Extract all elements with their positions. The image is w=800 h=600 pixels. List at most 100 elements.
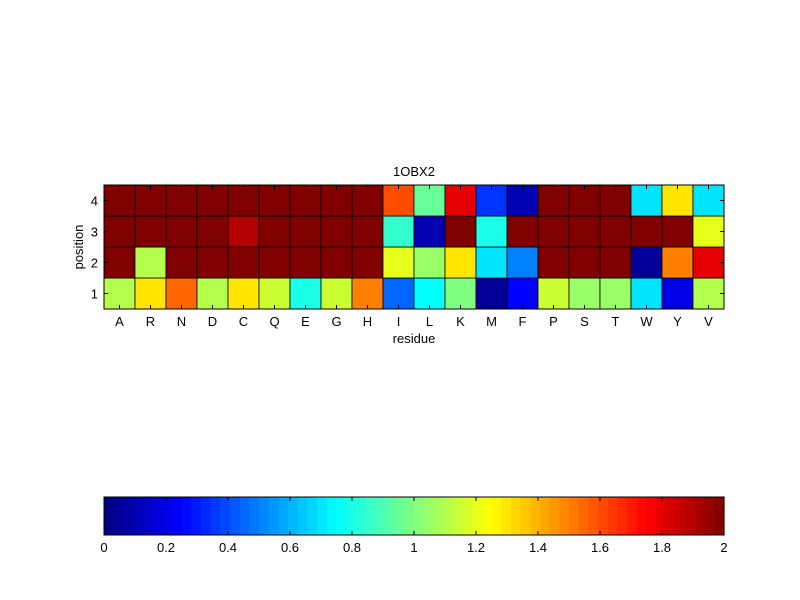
heatmap-cell (413, 277, 446, 310)
x-tick-label: E (301, 314, 310, 329)
heatmap-cell (475, 215, 508, 248)
colorbar-step (685, 497, 696, 535)
colorbar-step (452, 497, 464, 535)
x-tick-label: S (580, 314, 589, 329)
colorbar-step (433, 497, 444, 535)
colorbar-step (288, 497, 299, 535)
heatmap-cell (537, 215, 570, 248)
colorbar-step (462, 497, 473, 535)
heatmap-cell (196, 215, 229, 248)
heatmap-cell (599, 184, 632, 217)
heatmap-cell (444, 277, 477, 310)
colorbar-step (559, 497, 570, 535)
heatmap-cell (258, 184, 291, 217)
colorbar-step (365, 497, 376, 535)
heatmap-cell (568, 277, 601, 310)
colorbar-step (171, 497, 183, 535)
x-tick-label: R (146, 314, 155, 329)
colorbar-step (268, 497, 279, 535)
heatmap-cell (568, 184, 601, 217)
colorbar-step (472, 497, 483, 535)
x-tick-label: Q (269, 314, 279, 329)
heatmap-cell (196, 246, 229, 279)
x-tick-label: D (208, 314, 217, 329)
heatmap-cell (165, 246, 198, 279)
heatmap-cell (661, 184, 694, 217)
heatmap-cell (692, 246, 725, 279)
heatmap-cell (599, 277, 632, 310)
colorbar-step (569, 497, 580, 535)
heatmap-cell (382, 277, 415, 310)
colorbar-tick-label: 1.6 (591, 540, 609, 555)
colorbar-step (220, 497, 231, 535)
x-tick-label: H (363, 314, 372, 329)
x-tick-label: V (704, 314, 713, 329)
colorbar-step (336, 497, 347, 535)
heatmap-cell (289, 277, 322, 310)
heatmap-cell (165, 184, 198, 217)
colorbar-step (414, 497, 425, 535)
colorbar-tick-label: 0.6 (281, 540, 299, 555)
heatmap-cell (537, 246, 570, 279)
heatmap-cell (165, 215, 198, 248)
heatmap-cell (382, 215, 415, 248)
colorbar-step (249, 497, 260, 535)
colorbar-step (588, 497, 599, 535)
colorbar-ticks: 0 0.2 0.4 0.6 0.8 1 1.2 1.4 1.6 1.8 2 (100, 497, 728, 555)
colorbar-step (229, 497, 241, 535)
colorbar-tick-label: 0 (100, 540, 107, 555)
colorbar-step (704, 497, 715, 535)
colorbar-step (520, 497, 531, 535)
colorbar-step (675, 497, 686, 535)
heatmap-cell (227, 215, 260, 248)
x-tick-label: P (549, 314, 558, 329)
colorbar-tick-label: 0.2 (157, 540, 175, 555)
colorbar (104, 497, 725, 535)
heatmap-cell (134, 277, 167, 310)
colorbar-step (346, 497, 357, 535)
heatmap-cell (444, 246, 477, 279)
heatmap-cell (382, 184, 415, 217)
heatmap-cell (692, 215, 725, 248)
heatmap-cell (475, 277, 508, 310)
colorbar-step (539, 497, 551, 535)
heatmap-cell (103, 277, 136, 310)
y-tick-label: 2 (91, 256, 98, 271)
colorbar-step (694, 497, 706, 535)
colorbar-step (404, 497, 415, 535)
colorbar-step (656, 497, 667, 535)
colorbar-step (549, 497, 560, 535)
x-tick-label: M (486, 314, 497, 329)
colorbar-step (200, 497, 212, 535)
colorbar-step (162, 497, 173, 535)
heatmap-cell (103, 184, 136, 217)
x-tick-label: T (612, 314, 620, 329)
heatmap-cell (320, 246, 353, 279)
heatmap-cell (227, 184, 260, 217)
colorbar-step (181, 497, 192, 535)
heatmap-cell (227, 246, 260, 279)
colorbar-step (326, 497, 338, 535)
heatmap-cell (475, 246, 508, 279)
x-tick-label: F (519, 314, 527, 329)
colorbar-step (578, 497, 589, 535)
colorbar-step (481, 497, 493, 535)
colorbar-step (501, 497, 512, 535)
heatmap-cell (413, 215, 446, 248)
plot-frame (103, 184, 725, 310)
colorbar-step (152, 497, 163, 535)
heatmap-cell (630, 215, 663, 248)
colorbar-tick-label: 1.4 (529, 540, 547, 555)
heatmap-cell (165, 277, 198, 310)
heatmap-cell (351, 277, 384, 310)
colorbar-step (133, 497, 144, 535)
heatmap-cell (351, 184, 384, 217)
heatmap-cell (382, 246, 415, 279)
colorbar-step (278, 497, 289, 535)
x-tick-label: W (640, 314, 653, 329)
heatmap-cell (475, 184, 508, 217)
heatmap-cell (537, 277, 570, 310)
x-tick-label: Y (673, 314, 682, 329)
heatmap-cell (289, 184, 322, 217)
